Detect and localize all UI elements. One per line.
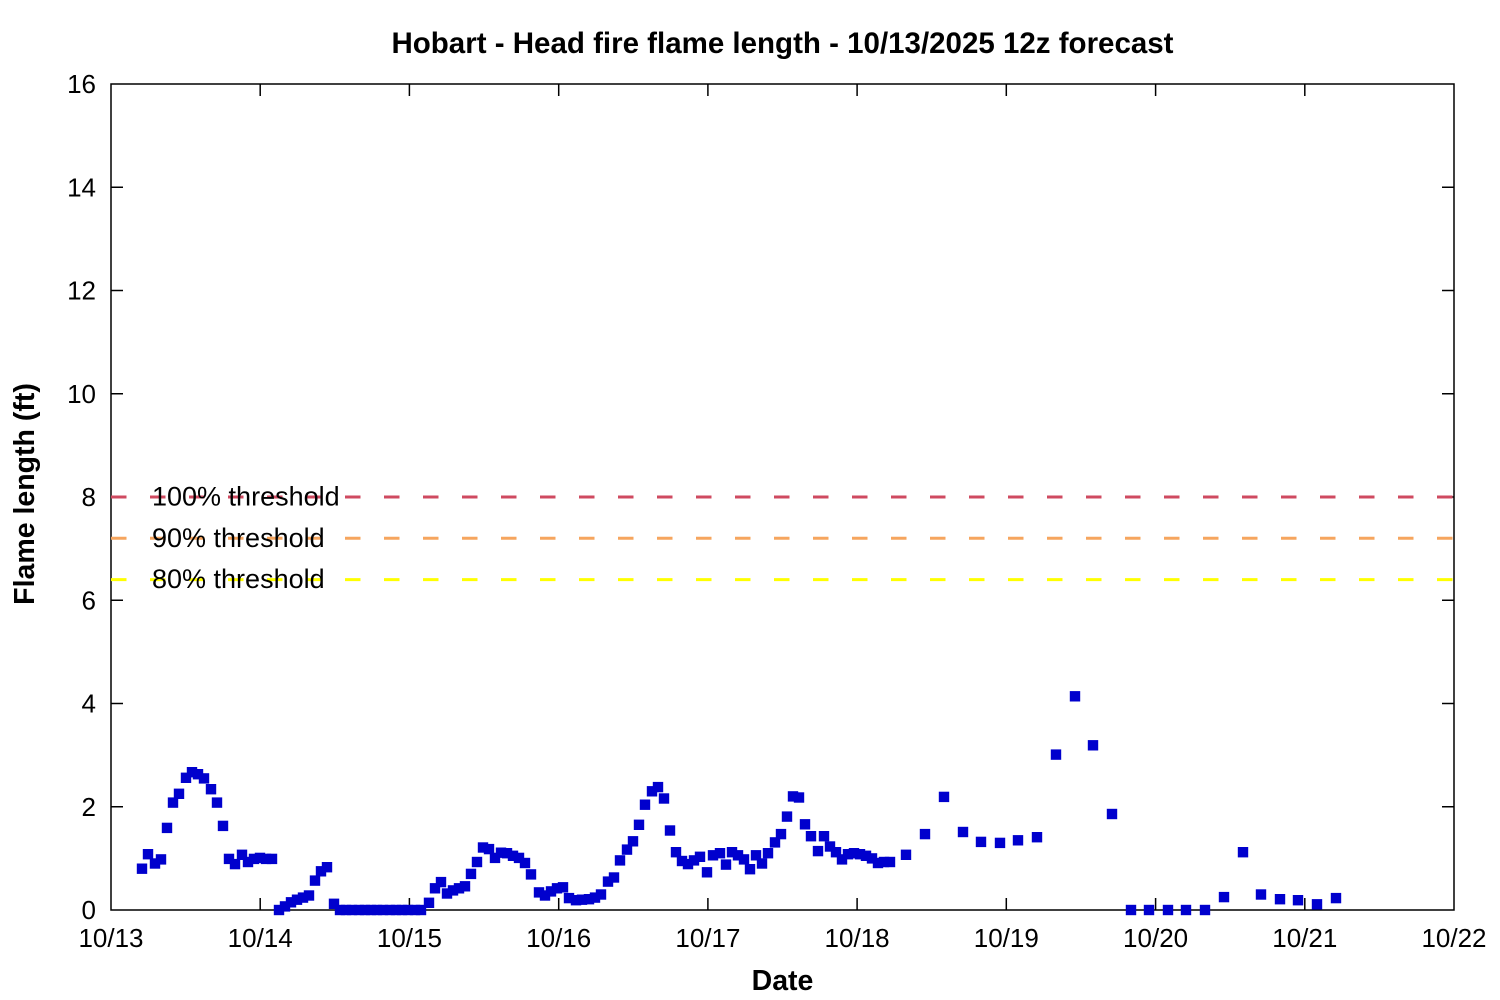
- svg-text:10/20: 10/20: [1123, 923, 1188, 953]
- svg-text:10/15: 10/15: [377, 923, 442, 953]
- svg-text:10/14: 10/14: [228, 923, 293, 953]
- svg-text:10/13: 10/13: [78, 923, 143, 953]
- svg-text:16: 16: [67, 69, 96, 99]
- svg-text:6: 6: [82, 586, 96, 616]
- svg-text:2: 2: [82, 792, 96, 822]
- svg-text:80% threshold: 80% threshold: [152, 564, 325, 594]
- svg-text:Flame length (ft): Flame length (ft): [9, 383, 41, 605]
- svg-text:10/19: 10/19: [974, 923, 1039, 953]
- svg-text:90% threshold: 90% threshold: [152, 523, 325, 553]
- svg-text:10/17: 10/17: [675, 923, 740, 953]
- svg-text:10/21: 10/21: [1272, 923, 1337, 953]
- svg-text:Hobart - Head fire flame lengt: Hobart - Head fire flame length - 10/13/…: [391, 27, 1173, 60]
- svg-text:4: 4: [82, 689, 96, 719]
- svg-text:Date: Date: [752, 965, 814, 997]
- svg-text:12: 12: [67, 276, 96, 306]
- svg-text:100% threshold: 100% threshold: [152, 482, 340, 512]
- svg-text:14: 14: [67, 172, 96, 202]
- svg-text:10/22: 10/22: [1421, 923, 1486, 953]
- svg-text:10: 10: [67, 379, 96, 409]
- svg-text:10/16: 10/16: [526, 923, 591, 953]
- svg-text:8: 8: [82, 482, 96, 512]
- svg-text:0: 0: [82, 895, 96, 925]
- svg-text:10/18: 10/18: [825, 923, 890, 953]
